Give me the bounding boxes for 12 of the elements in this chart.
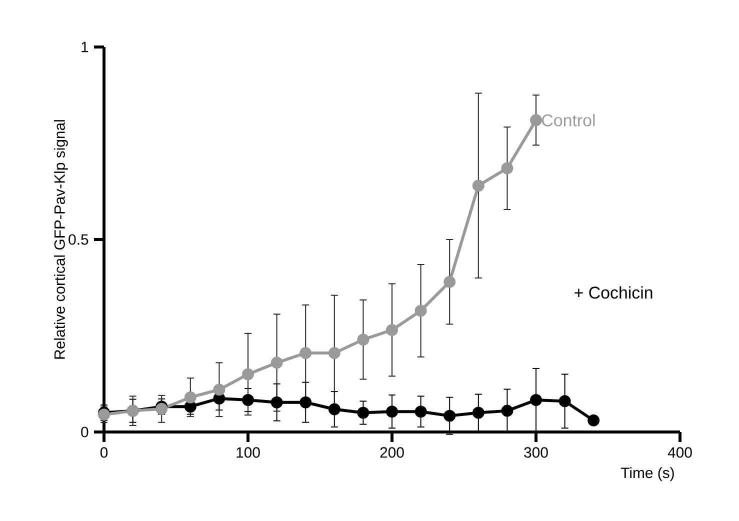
series-label: Control: [542, 114, 595, 126]
y-tick-label: 0.5: [68, 234, 88, 245]
x-tick-label: 200: [380, 447, 404, 458]
x-tick-label: 400: [668, 447, 692, 458]
x-tick-label: 100: [236, 447, 260, 458]
y-tick-label: 0: [81, 426, 88, 438]
y-tick-label: 1: [82, 42, 88, 52]
x-axis-title: Time (s): [620, 467, 674, 482]
x-tick-label: 300: [524, 447, 548, 458]
y-axis-title: Relative cortical GFP-Pav-Klp signal: [54, 120, 68, 359]
text: + Cochicin: [574, 286, 652, 299]
x-tick-label: 0: [100, 447, 108, 458]
